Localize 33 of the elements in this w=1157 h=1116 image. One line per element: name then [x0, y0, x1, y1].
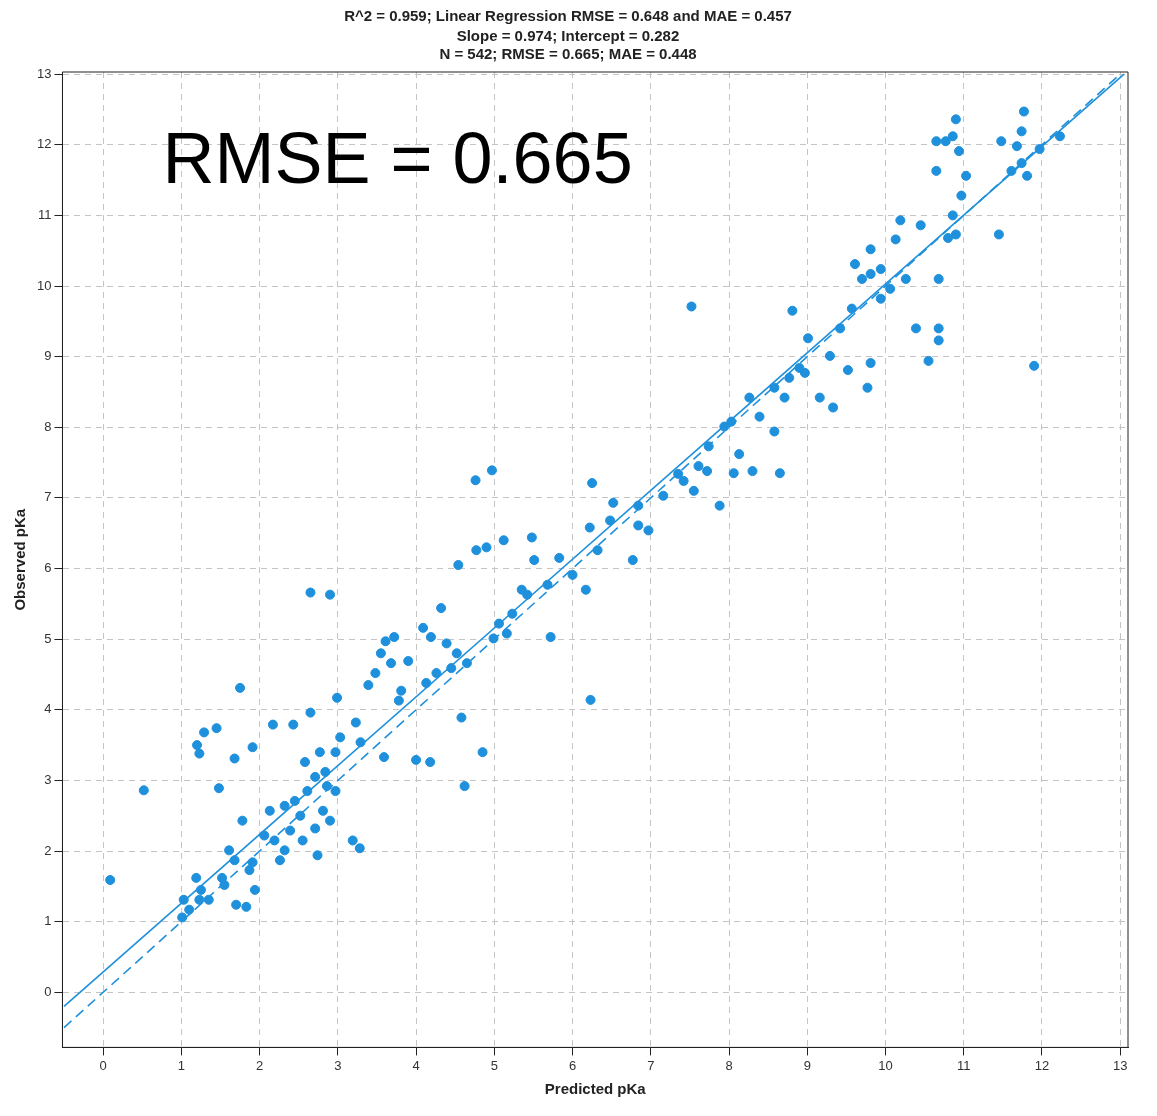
y-tick-label: 0	[44, 983, 52, 999]
y-tick-label: 12	[36, 136, 52, 152]
y-tick-label: 4	[44, 701, 52, 717]
y-tick-label: 11	[37, 206, 52, 222]
y-tick-label: 1	[44, 913, 52, 929]
y-tick-label: 3	[44, 772, 52, 787]
y-axis-title: Observed pKa	[11, 508, 29, 611]
x-tick-label: 12	[1034, 1057, 1050, 1073]
y-tick-label: 2	[44, 842, 52, 858]
x-tick-label: 8	[725, 1057, 733, 1073]
x-tick-label: 1	[177, 1057, 185, 1073]
y-tick-label: 7	[44, 489, 52, 505]
x-tick-label: 6	[568, 1057, 577, 1073]
x-axis-title: Predicted pKa	[544, 1080, 647, 1098]
y-tick-label: 5	[44, 630, 52, 646]
x-tick-label: 3	[334, 1057, 342, 1073]
x-tick-label: 11	[956, 1057, 971, 1073]
x-tick-label: 2	[255, 1057, 264, 1073]
y-tick-label: 10	[36, 277, 52, 293]
y-tick-label: 9	[44, 348, 52, 364]
x-tick-label: 9	[803, 1057, 811, 1073]
chart-title: R^2 = 0.959; Linear Regression RMSE = 0.648 and MAE = 0.457	[344, 7, 792, 25]
x-tick-label: 4	[412, 1057, 420, 1073]
x-tick-label: 10	[878, 1057, 893, 1073]
x-tick-label: 7	[647, 1057, 655, 1073]
x-tick-label: 0	[99, 1057, 107, 1073]
annotation: RMSE = 0.665	[162, 117, 633, 198]
y-tick-label: 8	[44, 418, 52, 434]
chart-subtitle: Slope = 0.974; Intercept = 0.282 N = 542; RMSE = 0.665; MAE = 0.448	[439, 27, 697, 63]
y-tick-label: 13	[36, 65, 52, 81]
x-tick-label: 13	[1112, 1057, 1128, 1073]
x-tick-label: 5	[490, 1057, 498, 1073]
y-tick-label: 6	[44, 560, 52, 576]
